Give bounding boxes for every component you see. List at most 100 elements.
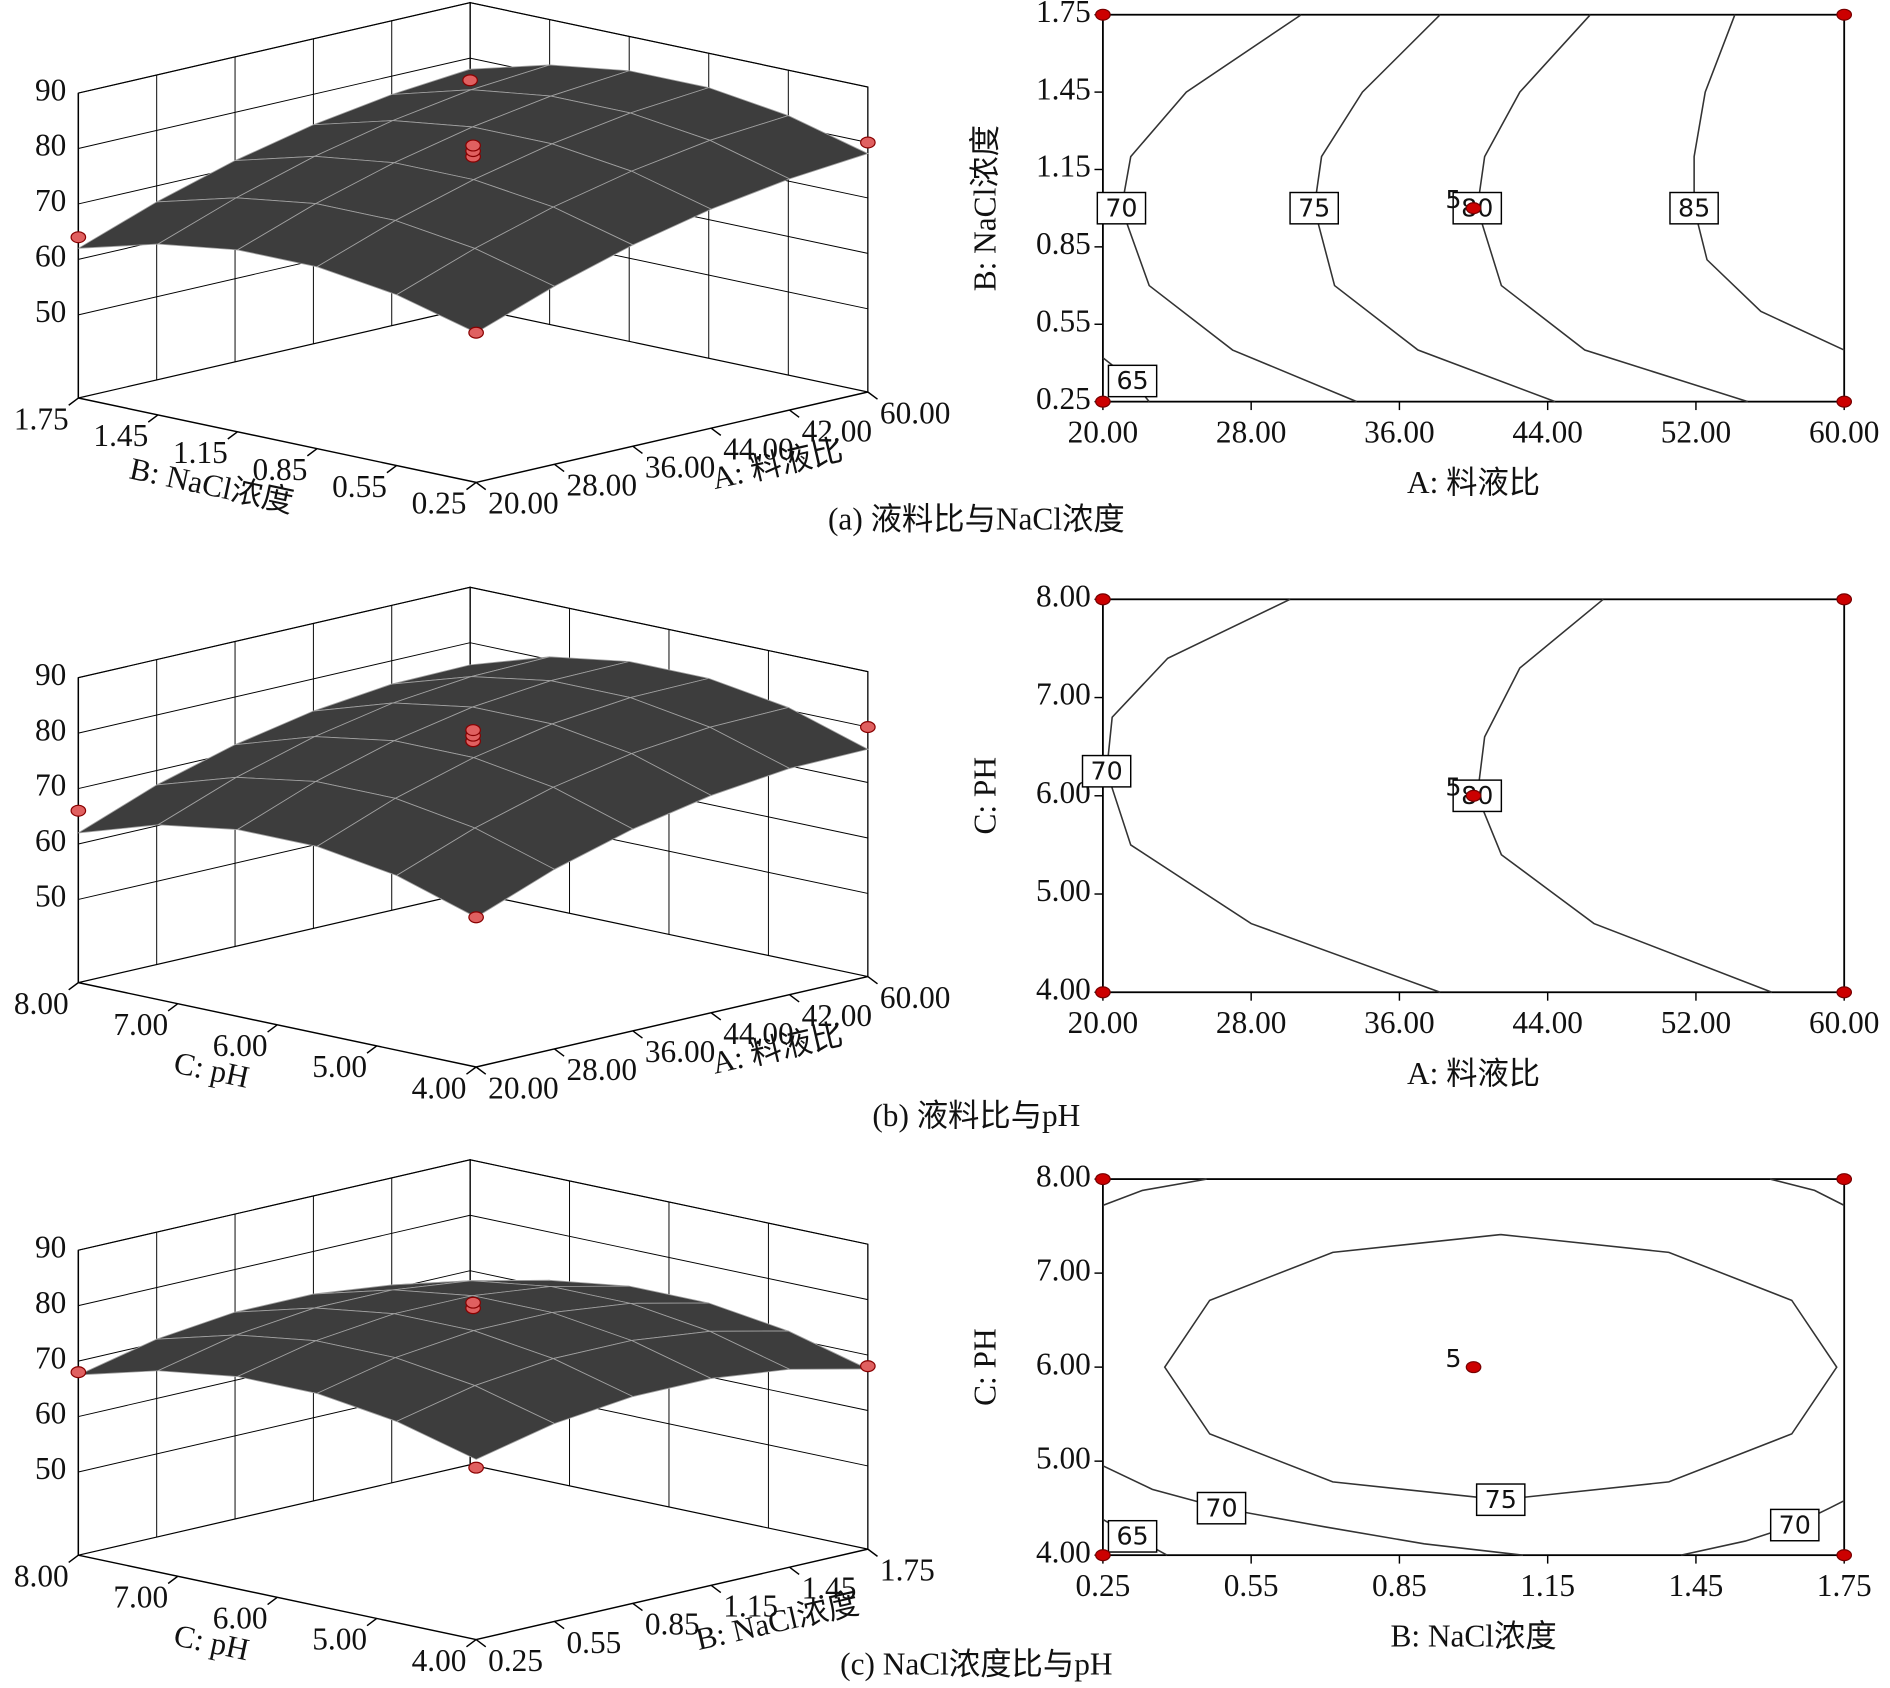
y-tick [366,1617,378,1627]
x-tick [789,994,800,1003]
center-point [1465,202,1482,215]
x-tick-label: 36.00 [1364,415,1435,450]
contour-label-box [1096,191,1147,225]
y-axis-title: C: PH [968,1328,1003,1405]
y-tick-label: 7.00 [1036,677,1091,712]
z-tick-label: 50 [35,879,66,914]
x-tick [554,1048,565,1057]
y-tick [227,431,238,440]
z-tick-label: 70 [35,768,66,803]
x-tick [710,1012,722,1021]
x-axis-title: A: 料液比 [1407,1056,1540,1091]
contour-label: 85 [1678,193,1710,222]
surface-chart: 0.25 0.55 0.85 1.15 1.45 1.75 4.00 5.00 6.00 7.00… [14,1159,935,1678]
y-axis-title: C: PH [968,757,1003,834]
y-tick [267,1024,278,1033]
y-tick-label: 7.00 [113,1007,168,1042]
wall-grid-line [78,1214,868,1307]
wall-grid-line [78,2,868,94]
x-axis [475,391,869,484]
design-point [1836,593,1853,606]
design-point [1836,1549,1853,1562]
y-tick-label: 7.00 [113,1580,168,1615]
design-point [1836,1173,1853,1186]
surface-cell [395,247,556,334]
x-tick-label: 52.00 [1661,415,1732,450]
x-tick [554,463,565,473]
x-tick-label: 1.45 [1669,1568,1724,1603]
contour-line [1693,14,1845,351]
contour-line [1680,1499,1845,1556]
x-axis-title: B: NaCl浓度 [1390,1619,1556,1654]
x-tick-label: 44.00 [1512,1005,1583,1040]
x-tick-label: 1.15 [1520,1568,1575,1603]
x-tick-label: 44.00 [723,1016,794,1051]
x-tick-label: 0.25 [488,1643,543,1678]
x-tick [632,1030,643,1039]
y-tick-label: 1.75 [1036,0,1091,29]
contour-label-box [1769,1508,1820,1542]
x-tick-label: 20.00 [1068,1005,1139,1040]
z-tick-label: 70 [35,1340,66,1375]
z-tick-label: 90 [35,72,66,107]
x-tick-label: 0.85 [645,1607,700,1642]
y-tick-label: 4.00 [412,1070,467,1105]
z-tick-label: 90 [35,1229,66,1264]
x-tick-label: 0.55 [567,1625,622,1660]
y-tick [267,1596,278,1606]
x-tick-label: 0.85 [1372,1568,1427,1603]
y-axis-title: B: NaCl浓度 [968,125,1003,291]
y-tick-label: 8.00 [1036,578,1091,613]
y-tick [466,481,477,491]
y-tick [68,1554,79,1563]
y-tick-label: 4.00 [412,1643,467,1678]
design-point [1095,593,1111,606]
y-tick-label: 8.00 [14,1558,69,1593]
x-tick [632,445,643,455]
x-tick-label: 28.00 [1216,415,1286,450]
y-tick [167,1575,179,1585]
y-tick-label: 1.45 [1036,71,1091,106]
contour-label: 65 [1116,366,1148,395]
design-point [860,1360,876,1373]
x-tick-label: 36.00 [1364,1005,1435,1040]
z-tick-label: 60 [35,823,66,858]
contour-line [1769,1178,1845,1207]
x-axis [475,975,869,1068]
contour-chart: 0.25 0.55 0.85 1.15 1.45 1.75 4.00 5.00 6.00 7.00… [968,1158,1872,1653]
x-tick-label: 36.00 [645,1034,716,1069]
contour-line [1313,14,1556,403]
design-point [70,804,87,817]
x-tick [554,1620,565,1630]
y-tick-label: 8.00 [1036,1158,1091,1193]
contour-label: 75 [1298,193,1330,222]
y-tick-label: 1.15 [1036,149,1091,184]
x-tick-label: 20.00 [488,486,558,521]
contour-label-box [1475,1483,1526,1517]
z-tick-label: 50 [35,1451,66,1486]
center-point [1465,789,1482,802]
y-tick [68,397,79,406]
design-point [1836,986,1853,999]
x-tick-label: 20.00 [1068,415,1139,450]
y-tick [167,1003,179,1012]
contour-label-box [1196,1491,1247,1525]
y-tick-label: 8.00 [14,986,69,1021]
panel-caption: (a) 液料比与NaCl浓度 [828,501,1125,536]
design-point [468,911,484,924]
y-tick-label: 6.00 [213,1601,268,1636]
contour-label: 70 [1105,193,1137,222]
x-tick-label: 1.75 [880,1552,935,1587]
x-tick [867,976,878,985]
x-tick [789,1566,800,1576]
x-tick-label: 0.25 [1075,1568,1130,1603]
x-tick-label: 60.00 [880,980,951,1015]
y-tick [466,1066,477,1075]
y-tick-label: 0.25 [1036,381,1091,416]
center-point-count: 5 [1445,1344,1461,1373]
contour-label-box [1669,191,1719,225]
y-tick-label: 6.00 [213,1028,268,1063]
center-point-count: 5 [1445,185,1461,214]
z-tick-label: 80 [35,712,66,747]
